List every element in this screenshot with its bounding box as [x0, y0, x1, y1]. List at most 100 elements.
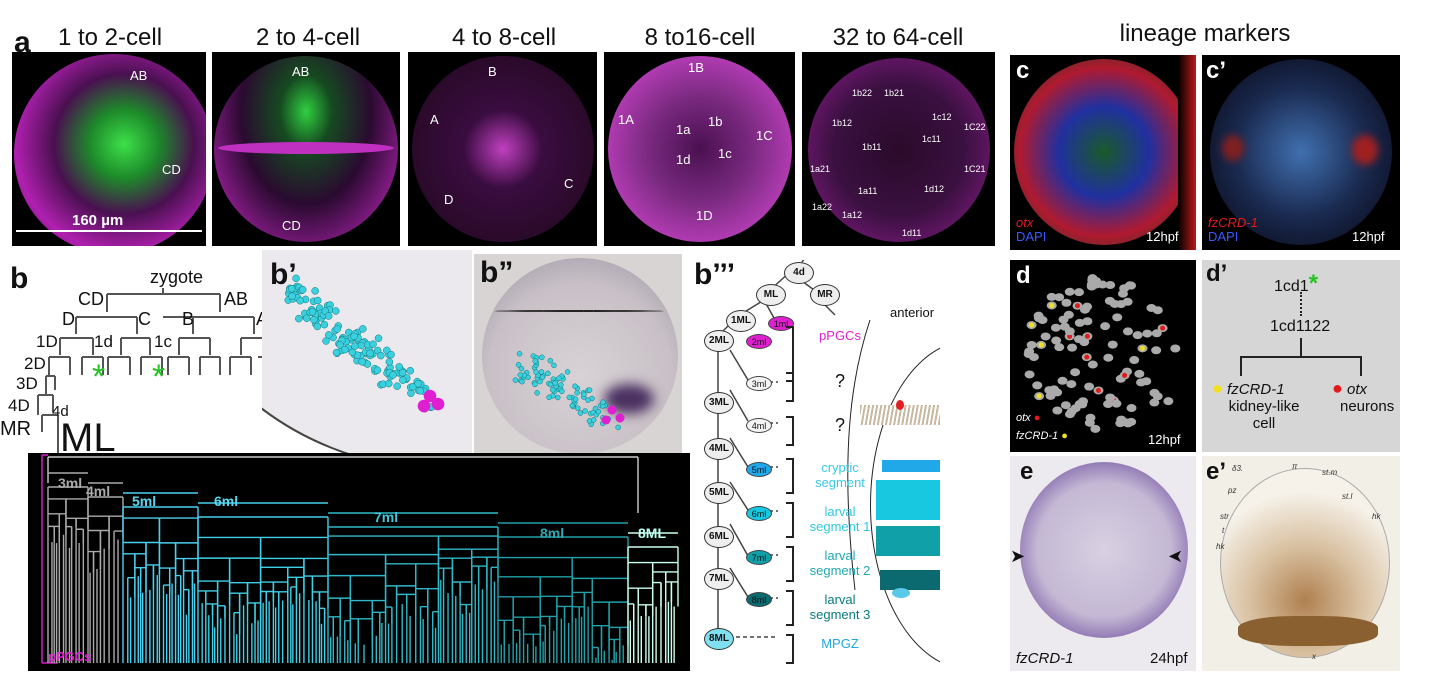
label-a: A: [430, 112, 439, 127]
lineage-node: 8ML: [704, 628, 734, 650]
nucleus: [1163, 397, 1174, 406]
marker-dot: [1160, 325, 1166, 331]
root-cell: 1cd1: [1274, 278, 1309, 295]
nucleus: [1024, 370, 1035, 379]
cell-dot: [572, 396, 579, 403]
cell-dot: [336, 341, 344, 349]
cell-label: 1A: [618, 112, 634, 127]
nucleus: [1054, 343, 1065, 352]
dendrogram-branch: [139, 567, 147, 593]
dendrogram-branch: [303, 575, 314, 601]
dendrogram-branch: [459, 581, 473, 605]
dendrogram-branch: [182, 570, 194, 590]
cell-dot: [369, 340, 377, 348]
cell-dot: [398, 368, 407, 377]
dendrogram-branch: [651, 581, 662, 607]
dendrogram-branch: [145, 541, 161, 565]
group-label: larval segment 3: [809, 592, 871, 622]
dendrogram-branch: [384, 563, 417, 586]
dendrogram-branch: [512, 616, 525, 631]
dendrogram-branch: [349, 574, 387, 601]
micrograph-otx: c otx DAPI 12hpf: [1010, 55, 1196, 250]
dendrogram-branch: [608, 638, 615, 660]
marker-dot: [1075, 303, 1081, 309]
dendrogram-branch: [205, 603, 214, 616]
dendrogram-branch: [583, 591, 593, 607]
dendrogram-branch: [134, 553, 147, 568]
dendrogram-branch: [539, 615, 551, 626]
cell-dot: [552, 380, 558, 386]
nucleus: [1060, 401, 1071, 410]
dendrogram-branch: [522, 616, 541, 635]
cell-dot: [373, 366, 382, 374]
nucleus: [1058, 315, 1069, 324]
cell-label: 1C: [756, 128, 773, 143]
bracket: [786, 372, 794, 402]
dendrogram-branch: [556, 595, 573, 607]
cell-dot: [351, 342, 359, 350]
dendrogram-branch: [486, 556, 499, 568]
cell-dot: [559, 388, 565, 395]
drawing-annotation: pz: [1228, 486, 1237, 495]
nucleus: [1105, 281, 1116, 290]
cell-dot: [320, 320, 329, 329]
dendrogram-branch: [339, 597, 352, 621]
node-mr: MR: [0, 418, 32, 440]
dendrogram-branch: [108, 515, 124, 532]
lineage-node: 3ml: [746, 376, 772, 391]
cell-dot: [313, 322, 322, 331]
nucleus: [1061, 298, 1072, 307]
lineage-node: 1ML: [726, 310, 756, 332]
nucleus: [1037, 316, 1048, 325]
dendrogram-branch: [327, 574, 352, 599]
in-situ-fzcrd1: e ➤ ➤ fzCRD-1 24hpf: [1010, 456, 1196, 671]
dendrogram-branch: [490, 566, 499, 582]
dendrogram-branch: [65, 517, 77, 527]
nucleus: [1136, 378, 1147, 387]
right-gene: otx: [1347, 381, 1368, 398]
nucleus: [1151, 329, 1162, 338]
dendrogram-branch: [497, 576, 541, 597]
label-5ml: 5ml: [132, 493, 157, 509]
dendrogram-branch: [327, 553, 387, 576]
dendrogram-branch: [571, 606, 580, 619]
lineage-node: 8ml: [746, 592, 772, 607]
cell-label: 1c: [718, 146, 732, 161]
nucleus: [1170, 344, 1181, 353]
cell-dot: [308, 308, 317, 316]
cell-label: 1b21: [884, 88, 905, 98]
nucleus: [1074, 288, 1085, 297]
nucleus: [1077, 400, 1088, 409]
cell-dot: [569, 402, 576, 409]
dendrogram-branch: [437, 567, 445, 580]
dendrogram-branch: [47, 513, 61, 527]
cell-dot: [546, 394, 552, 401]
cell-dot: [385, 379, 393, 388]
dendrogram-branch: [459, 603, 467, 614]
cell-dot: [414, 379, 422, 388]
panel-c-label: c: [1016, 57, 1030, 84]
dendrogram-branch: [58, 513, 67, 535]
nucleus: [1084, 418, 1095, 427]
cell-dot: [395, 363, 403, 371]
dendrogram-branch: [327, 526, 499, 537]
lineage-dendrogram: 3ml 4ml 5ml 6ml 7ml 8ml 8ML pPGCs: [28, 453, 690, 671]
dendrogram-branch: [395, 593, 408, 605]
node-1d-macromere: 1D: [36, 332, 58, 351]
group-label: ?: [834, 371, 845, 391]
nucleus: [1046, 292, 1057, 301]
label-b: B: [488, 64, 497, 79]
cell-label: 1b22: [852, 88, 873, 98]
cell-dot: [558, 382, 564, 388]
dendrogram-branch: [395, 585, 417, 595]
dendrogram-branch: [168, 567, 177, 584]
dendrogram-branch: [539, 595, 558, 617]
scale-bar-label: 160 µm: [72, 212, 124, 229]
dendrogram-branch: [406, 593, 417, 616]
drawing-annotation: hk: [1216, 542, 1225, 551]
lineage-node: ML: [756, 284, 786, 306]
lineage-node: 6ml: [746, 506, 772, 521]
dendrogram-branch: [437, 535, 499, 550]
group-label: ?: [834, 415, 845, 435]
label-ab: AB: [292, 64, 310, 79]
